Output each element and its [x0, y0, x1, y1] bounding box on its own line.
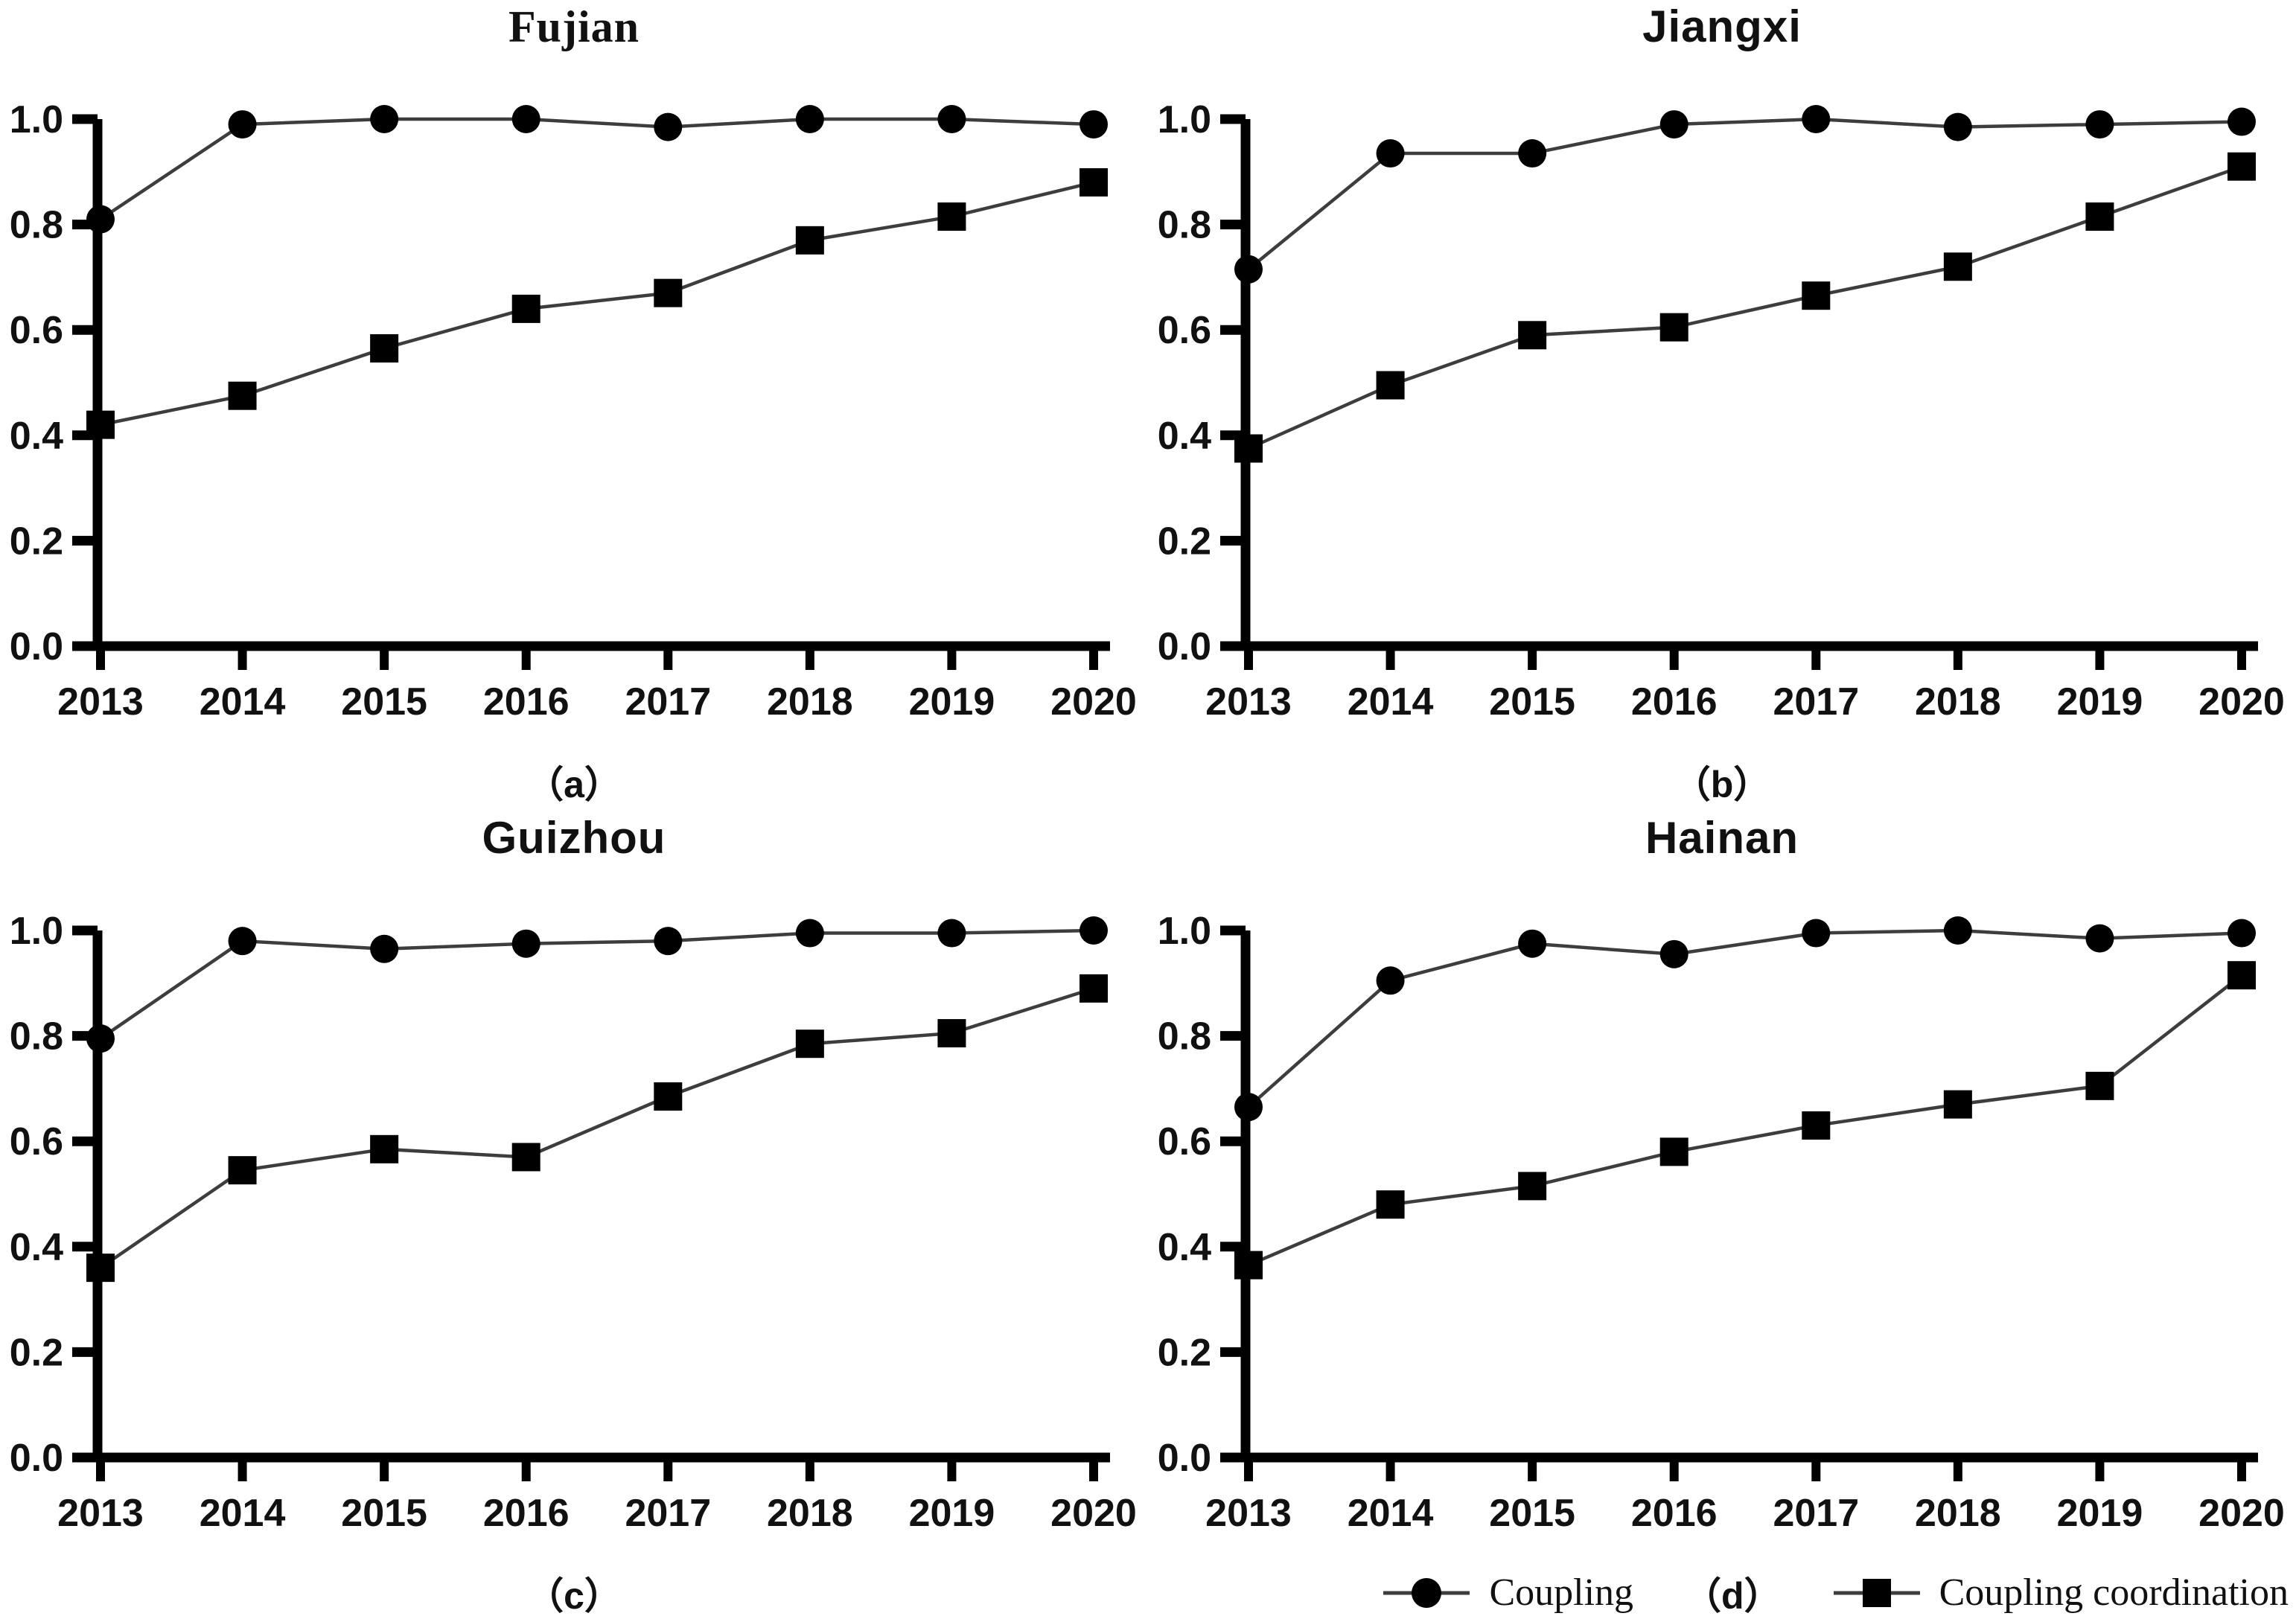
svg-text:2018: 2018	[1915, 680, 2001, 724]
svg-text:2015: 2015	[341, 680, 427, 724]
svg-text:2019: 2019	[2057, 680, 2143, 724]
panel-label-d: （d）	[1684, 1574, 1782, 1617]
svg-text:0.2: 0.2	[10, 520, 63, 563]
line-chart-jiangxi: 0.0 0.2 0.4 0.6 0.8 1.0 2013 2014 2015 2016 2017 20…	[1158, 98, 2285, 724]
svg-text:2016: 2016	[483, 680, 570, 724]
svg-text:2017: 2017	[1773, 1492, 1859, 1535]
svg-text:2018: 2018	[767, 680, 853, 724]
svg-text:0.0: 0.0	[1158, 625, 1211, 668]
svg-text:1.0: 1.0	[1158, 98, 1211, 141]
legend-label-coupling: Coupling	[1489, 1571, 1634, 1614]
svg-text:0.4: 0.4	[10, 415, 63, 458]
svg-text:2018: 2018	[767, 1492, 853, 1535]
svg-text:0.6: 0.6	[10, 1120, 63, 1163]
coupling-circle-icon	[1383, 1577, 1470, 1608]
svg-text:0.0: 0.0	[10, 1437, 63, 1480]
panel-hainan: Hainan 0.0 0.2 0.4 0.6 0.8 1.0 2013 2014 2015 201…	[1148, 811, 2296, 1622]
svg-text:2016: 2016	[483, 1492, 570, 1535]
svg-text:0.2: 0.2	[1158, 520, 1211, 563]
legend-row: Coupling （d） Coupling coordination	[1148, 1563, 2296, 1622]
svg-text:2013: 2013	[1205, 1492, 1292, 1535]
legend-item-coupling: Coupling	[1382, 1571, 1633, 1615]
svg-text:0.6: 0.6	[1158, 309, 1211, 352]
svg-text:0.2: 0.2	[1158, 1331, 1211, 1374]
svg-text:0.8: 0.8	[1158, 1015, 1211, 1059]
svg-text:2020: 2020	[2198, 1492, 2285, 1535]
svg-text:2020: 2020	[2198, 680, 2285, 724]
panel-label-c: （c）	[526, 1574, 622, 1617]
svg-text:0.8: 0.8	[10, 204, 63, 247]
line-chart-hainan: 0.0 0.2 0.4 0.6 0.8 1.0 2013 2014 2015 2016 2017 20…	[1158, 910, 2285, 1535]
panel-jiangxi: Jiangxi 0.0 0.2 0.4 0.6 0.8 1.0 2013 2014 2015 20…	[1148, 0, 2296, 811]
svg-text:2014: 2014	[200, 680, 286, 724]
svg-text:2013: 2013	[57, 1492, 144, 1535]
svg-text:2017: 2017	[625, 1492, 711, 1535]
svg-text:0.0: 0.0	[10, 625, 63, 668]
panel-label-b: （b）	[1673, 763, 1771, 805]
chart-title-fujian: Fujian	[508, 2, 640, 51]
svg-text:2017: 2017	[625, 680, 711, 724]
svg-text:2015: 2015	[1489, 1492, 1575, 1535]
chart-title-hainan: Hainan	[1645, 813, 1799, 863]
legend-item-coupling-coordination: Coupling coordination	[1832, 1571, 2289, 1615]
svg-text:0.8: 0.8	[10, 1015, 63, 1059]
line-chart-fujian: 0.0 0.2 0.4 0.6 0.8 1.0 2013 2014 2015 2016 2017 20…	[10, 98, 1137, 724]
svg-text:0.6: 0.6	[10, 309, 63, 352]
panel-fujian: Fujian 0.0 0.2 0.4 0.6 0.8 1.0 2013 2014 2015 201…	[0, 0, 1148, 811]
svg-text:2018: 2018	[1915, 1492, 2001, 1535]
svg-text:2014: 2014	[200, 1492, 286, 1535]
coupling-coordination-square-icon	[1833, 1578, 1920, 1607]
svg-text:2020: 2020	[1050, 680, 1137, 724]
panel-label-a: （a）	[526, 763, 622, 805]
svg-text:2016: 2016	[1631, 680, 1718, 724]
svg-text:2016: 2016	[1631, 1492, 1718, 1535]
svg-text:2014: 2014	[1348, 680, 1434, 724]
svg-text:2015: 2015	[1489, 680, 1575, 724]
svg-text:2015: 2015	[341, 1492, 427, 1535]
svg-text:2013: 2013	[1205, 680, 1292, 724]
svg-text:2019: 2019	[2057, 1492, 2143, 1535]
svg-text:2020: 2020	[1050, 1492, 1137, 1535]
svg-text:2019: 2019	[909, 680, 995, 724]
svg-text:1.0: 1.0	[10, 910, 63, 953]
svg-text:0.4: 0.4	[1158, 1226, 1211, 1269]
svg-text:0.4: 0.4	[10, 1226, 63, 1269]
svg-text:1.0: 1.0	[10, 98, 63, 141]
svg-text:0.2: 0.2	[10, 1331, 63, 1374]
svg-text:2014: 2014	[1348, 1492, 1434, 1535]
svg-text:1.0: 1.0	[1158, 910, 1211, 953]
panel-guizhou: Guizhou 0.0 0.2 0.4 0.6 0.8 1.0 2013 2014 2015 20…	[0, 811, 1148, 1622]
svg-text:0.6: 0.6	[1158, 1120, 1211, 1163]
svg-text:0.8: 0.8	[1158, 204, 1211, 247]
svg-text:0.0: 0.0	[1158, 1437, 1211, 1480]
chart-title-jiangxi: Jiangxi	[1642, 1, 1802, 51]
svg-text:2017: 2017	[1773, 680, 1859, 724]
svg-text:2013: 2013	[57, 680, 144, 724]
chart-title-guizhou: Guizhou	[482, 813, 666, 863]
svg-text:0.4: 0.4	[1158, 415, 1211, 458]
line-chart-guizhou: 0.0 0.2 0.4 0.6 0.8 1.0 2013 2014 2015 2016 2017 20…	[10, 910, 1137, 1535]
legend-label-coupling-coordination: Coupling coordination	[1939, 1571, 2289, 1614]
svg-text:2019: 2019	[909, 1492, 995, 1535]
